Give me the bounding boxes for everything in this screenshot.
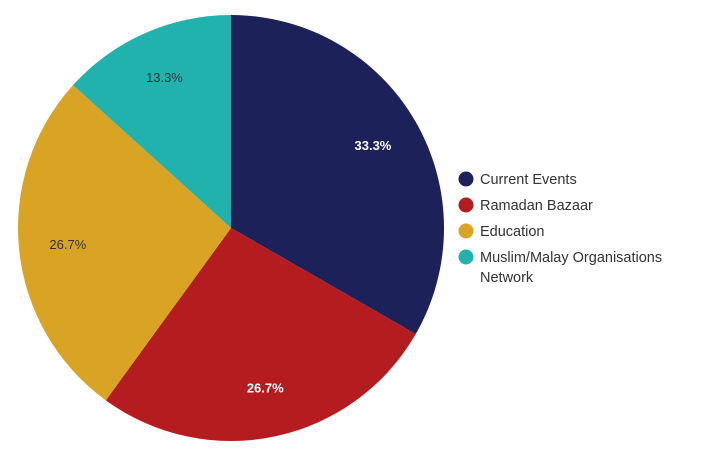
legend-swatch: [458, 249, 474, 265]
data-label-education: 26.7%: [49, 237, 86, 252]
legend-swatch: [458, 171, 474, 187]
legend: Current Events Ramadan Bazaar Education Mus…: [458, 171, 662, 286]
legend-swatch: [458, 223, 474, 239]
pie-slice-education: [17, 85, 231, 401]
data-label-ramadan-bazaar: 26.7%: [247, 380, 284, 395]
pie-slice-ramadan-bazaar: [105, 228, 416, 441]
pie-slice-current-events: [231, 15, 445, 335]
legend-label: Muslim/Malay Organisations Network: [480, 250, 662, 286]
legend-label: Education: [480, 224, 545, 240]
legend-label: Current Events: [480, 172, 577, 188]
legend-label: Ramadan Bazaar: [480, 198, 593, 214]
legend-item-muslim-malay-organisations-network: Muslim/Malay Organisations Network: [458, 249, 662, 286]
legend-swatch: [458, 197, 474, 213]
pie-slices: [17, 15, 445, 441]
legend-item-education: Education: [458, 223, 545, 240]
slice-labels: 33.3% 26.7% 26.7% 13.3%: [49, 70, 391, 395]
legend-item-current-events: Current Events: [458, 171, 577, 188]
legend-item-ramadan-bazaar: Ramadan Bazaar: [458, 197, 593, 214]
pie-slice-muslim-malay-organisations-network: [73, 15, 231, 228]
data-label-current-events: 33.3%: [355, 138, 392, 153]
data-label-muslim-malay-organisations-network: 13.3%: [146, 70, 183, 85]
